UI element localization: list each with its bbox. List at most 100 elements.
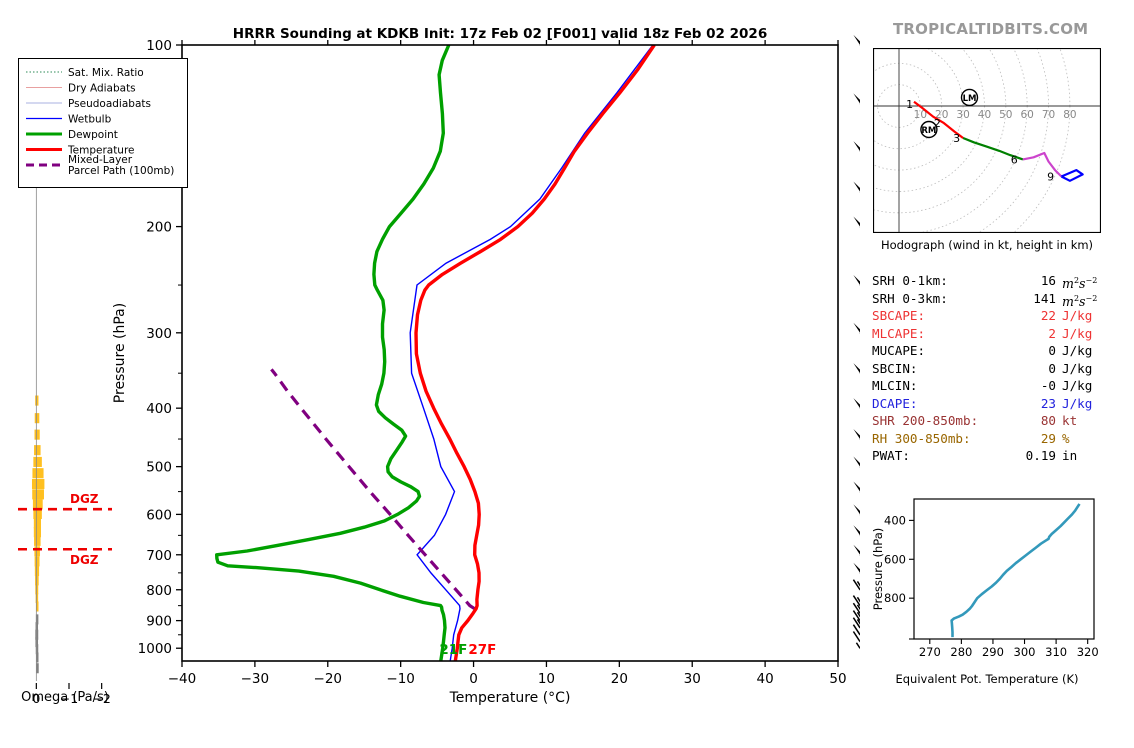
svg-text:20: 20 (611, 671, 628, 687)
svg-text:60: 60 (1020, 109, 1033, 121)
svg-text:RM: RM (921, 126, 936, 136)
stat-unit: J/kg (1062, 378, 1093, 393)
stat-label: SRH 0-1km: (872, 273, 948, 288)
svg-text:Mixed-Layer: Mixed-Layer (68, 154, 133, 166)
svg-text:Sat. Mix. Ratio: Sat. Mix. Ratio (68, 67, 144, 79)
stat-row: SRH 0-3km: 141 m2s−2 (872, 290, 1104, 309)
svg-text:290: 290 (982, 645, 1004, 659)
stat-label: RH 300-850mb: (872, 430, 971, 446)
svg-text:Pressure (hPa): Pressure (hPa) (871, 528, 885, 611)
svg-text:Wetbulb: Wetbulb (68, 114, 112, 126)
omega-xlabel: Omega (Pa/s) (21, 690, 109, 705)
stat-row: SRH 0-1km: 16 m2s−2 (872, 272, 1104, 291)
legend-box: Sat. Mix. Ratio Dry Adiabats Pseudoadiabat… (18, 58, 188, 188)
svg-text:6: 6 (1011, 153, 1018, 166)
stat-value: 2 (1048, 325, 1056, 341)
stat-value: 141 (1033, 290, 1056, 306)
hodograph-panel: 10 20 30 40 50 60 70 80 1 23 6 9 LM RM (873, 48, 1101, 233)
svg-text:0: 0 (32, 691, 40, 706)
stat-unit: J/kg (1062, 395, 1093, 411)
svg-text:320: 320 (1077, 645, 1099, 659)
svg-text:−20: −20 (314, 671, 343, 687)
svg-text:Pressure (hPa): Pressure (hPa) (112, 303, 128, 403)
stat-value: 16 (1040, 273, 1056, 288)
stat-row: MUCAPE: 0 J/kg (872, 342, 1104, 360)
skewt-xlabel: Temperature (°C) (449, 690, 571, 706)
stat-row: PWAT: 0.19 in (872, 447, 1104, 465)
stat-label: MUCAPE: (872, 343, 926, 358)
svg-text:80: 80 (1063, 109, 1076, 121)
svg-text:10: 10 (538, 671, 555, 687)
stat-value: 29 (1040, 430, 1056, 446)
thetae-xlabel: Equivalent Pot. Temperature (K) (895, 672, 1079, 686)
stat-unit: m2s−2 (1062, 293, 1098, 309)
svg-text:0: 0 (469, 671, 478, 687)
svg-text:Dry Adiabats: Dry Adiabats (68, 83, 136, 95)
stat-value: 0 (1048, 343, 1056, 358)
stat-label: SHR 200-850mb: (872, 413, 979, 428)
svg-text:280: 280 (950, 645, 972, 659)
omega-panel: 0 −1 −2 DGZ DGZ (18, 65, 112, 706)
svg-text:20: 20 (935, 109, 948, 121)
svg-text:9: 9 (1047, 171, 1054, 184)
stat-value: 23 (1040, 395, 1056, 411)
stat-value: 0 (1048, 360, 1056, 376)
stat-value: 22 (1040, 308, 1056, 323)
stat-row: SBCAPE: 22 J/kg (872, 307, 1104, 325)
stat-row: SHR 200-850mb: 80 kt (872, 412, 1104, 430)
svg-text:700: 700 (146, 548, 172, 564)
hodograph-caption: Hodograph (wind in kt, height in km) (880, 238, 1094, 252)
stat-row: DCAPE: 23 J/kg (872, 395, 1104, 413)
stat-label: SBCIN: (872, 360, 918, 376)
svg-text:50: 50 (999, 109, 1012, 121)
svg-text:Pseudoadiabats: Pseudoadiabats (68, 98, 151, 110)
stat-unit: % (1062, 430, 1070, 446)
svg-text:2: 2 (934, 117, 941, 130)
stat-value: 80 (1040, 413, 1056, 428)
svg-text:21F: 21F (439, 642, 467, 658)
svg-text:50: 50 (829, 671, 846, 687)
svg-text:−2: −2 (92, 691, 110, 706)
svg-text:−30: −30 (241, 671, 270, 687)
stat-unit: kt (1062, 413, 1078, 428)
svg-text:200: 200 (146, 220, 172, 236)
stat-label: MLCAPE: (872, 325, 926, 341)
svg-text:500: 500 (146, 460, 172, 476)
stat-label: SBCAPE: (872, 308, 926, 323)
svg-text:800: 800 (146, 583, 172, 599)
svg-text:100: 100 (146, 38, 172, 54)
page-title: HRRR Sounding at KDKB Init: 17z Feb 02 [… (232, 26, 768, 42)
svg-text:70: 70 (1042, 109, 1055, 121)
svg-text:27F: 27F (468, 642, 496, 658)
svg-text:600: 600 (884, 552, 906, 566)
svg-text:1: 1 (906, 98, 913, 111)
svg-text:270: 270 (919, 645, 941, 659)
svg-text:Temperature: Temperature (67, 145, 135, 157)
svg-text:30: 30 (684, 671, 701, 687)
svg-text:300: 300 (146, 326, 172, 342)
svg-text:DGZ: DGZ (70, 492, 99, 506)
stat-unit: in (1062, 448, 1078, 463)
stat-label: MLCIN: (872, 378, 918, 393)
svg-text:−40: −40 (168, 671, 197, 687)
svg-text:10: 10 (914, 109, 927, 121)
svg-text:400: 400 (884, 513, 906, 527)
svg-text:40: 40 (978, 109, 991, 121)
chart-title-container: HRRR Sounding at KDKB Init: 17z Feb 02 [… (0, 26, 1000, 42)
svg-text:DGZ: DGZ (70, 553, 99, 567)
svg-text:400: 400 (146, 401, 172, 417)
stat-value: 0.19 (1025, 448, 1056, 463)
svg-text:800: 800 (884, 591, 906, 605)
stat-row: MLCIN: -0 J/kg (872, 377, 1104, 395)
stat-unit: J/kg (1062, 360, 1093, 376)
svg-text:LM: LM (963, 94, 977, 104)
stat-unit: J/kg (1062, 325, 1093, 341)
svg-text:Parcel Path (100mb): Parcel Path (100mb) (68, 165, 174, 177)
svg-text:3: 3 (953, 132, 960, 145)
svg-text:310: 310 (1045, 645, 1067, 659)
svg-text:900: 900 (146, 614, 172, 630)
stat-label: DCAPE: (872, 395, 918, 411)
stat-label: PWAT: (872, 448, 910, 463)
svg-text:300: 300 (1014, 645, 1036, 659)
